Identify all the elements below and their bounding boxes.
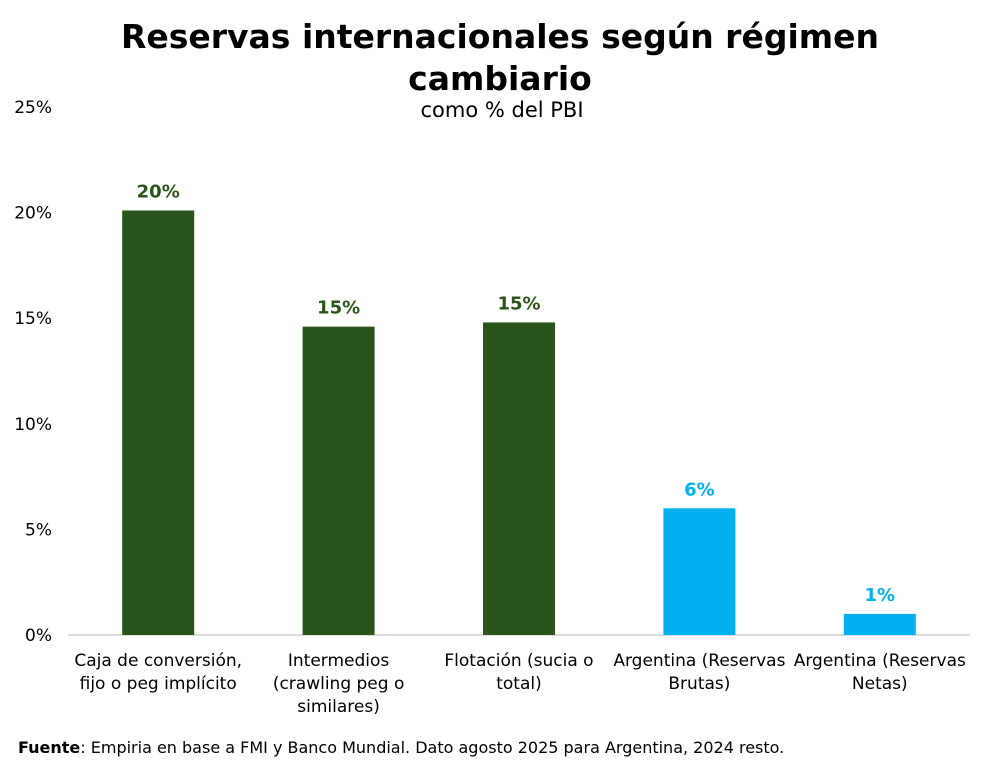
chart-title: Reservas internacionales según régimen c…	[120, 17, 880, 98]
bar	[663, 508, 736, 635]
data-label: 6%	[684, 479, 715, 500]
y-tick-label: 10%	[14, 415, 52, 435]
data-label: 15%	[317, 298, 360, 319]
bar-chart: 0% 5% 10% 15% 20% 25% 20% 15% 15% 6% 1% Caja de c…	[14, 98, 970, 717]
bar	[122, 210, 195, 635]
x-tick-label: Caja de conversión, fijo o peg implícito	[74, 651, 242, 694]
data-label: 20%	[137, 181, 180, 202]
source-note: Fuente: Empiria en base a FMI y Banco Mu…	[18, 738, 784, 757]
x-tick-label: Intermedios (crawling peg o similares)	[273, 651, 405, 717]
y-tick-label: 0%	[25, 626, 52, 646]
bars	[122, 210, 916, 635]
y-axis: 0% 5% 10% 15% 20% 25%	[14, 98, 52, 646]
x-tick-label: Flotación (sucia o total)	[444, 651, 593, 694]
x-axis: Caja de conversión, fijo o peg implícito I…	[74, 651, 966, 717]
y-tick-label: 20%	[14, 204, 52, 224]
bar	[843, 613, 916, 635]
source-label: Fuente	[18, 738, 81, 757]
data-labels: 20% 15% 15% 6% 1%	[137, 181, 895, 605]
chart-subtitle: como % del PBI	[420, 98, 584, 122]
data-label: 15%	[497, 293, 540, 314]
x-tick-label: Argentina (Reservas Netas)	[794, 651, 966, 694]
source-text: : Empiria en base a FMI y Banco Mundial.…	[80, 738, 785, 757]
y-tick-label: 25%	[14, 98, 52, 118]
y-tick-label: 5%	[25, 520, 52, 540]
bar	[302, 326, 375, 635]
data-label: 1%	[865, 585, 896, 606]
y-tick-label: 15%	[14, 309, 52, 329]
x-tick-label: Argentina (Reservas Brutas)	[613, 651, 785, 694]
bar	[483, 322, 555, 635]
